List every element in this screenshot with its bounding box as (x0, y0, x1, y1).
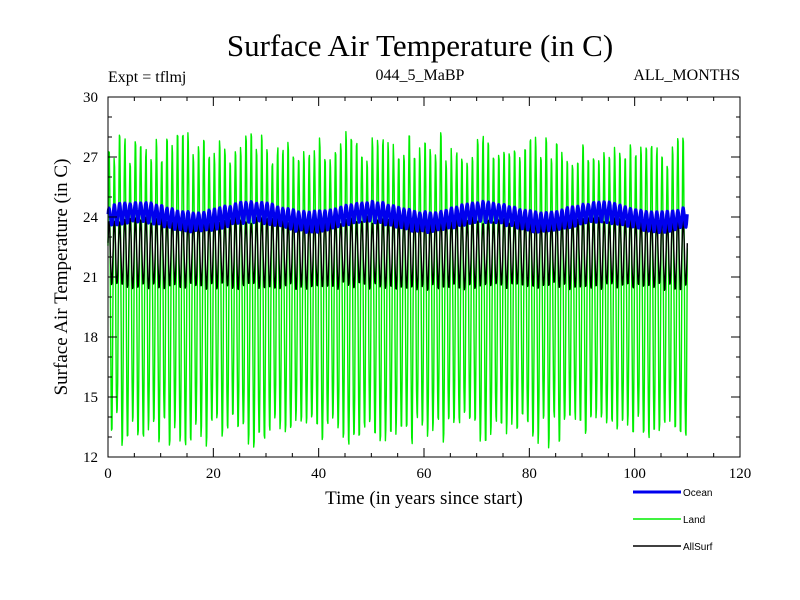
x-tick-label: 60 (417, 466, 432, 482)
x-tick-label: 20 (206, 466, 221, 482)
legend-label-allsurf: AllSurf (683, 542, 713, 553)
months-label: ALL_MONTHS (633, 67, 740, 84)
y-tick-label: 15 (83, 390, 98, 406)
legend-label-land: Land (683, 515, 705, 526)
series-line-ocean (106, 199, 689, 234)
y-tick-label: 30 (83, 90, 98, 106)
ticks-layer: 0 20 40 60 80 100 120 12 15 18 21 24 27 30 (83, 90, 751, 482)
legend-label-ocean: Ocean (683, 488, 712, 499)
x-tick-label: 120 (729, 466, 752, 482)
y-axis-label: Surface Air Temperature (in C) (51, 159, 72, 396)
series-layer (106, 130, 689, 449)
x-axis-label: Time (in years since start) (325, 488, 523, 509)
period-label: 044_5_MaBP (376, 67, 465, 84)
legend: Ocean Land AllSurf (633, 488, 713, 553)
x-tick-label: 40 (311, 466, 326, 482)
y-tick-label: 24 (83, 210, 99, 226)
y-tick-label: 27 (83, 150, 99, 166)
y-tick-label: 12 (83, 450, 98, 466)
experiment-label: Expt = tflmj (108, 69, 186, 86)
x-tick-label: 0 (104, 466, 112, 482)
chart-title: Surface Air Temperature (in C) (227, 28, 613, 63)
y-tick-label: 18 (83, 330, 98, 346)
x-tick-label: 100 (623, 466, 646, 482)
y-tick-label: 21 (83, 270, 98, 286)
x-tick-label: 80 (522, 466, 537, 482)
series-line-land (107, 130, 688, 449)
